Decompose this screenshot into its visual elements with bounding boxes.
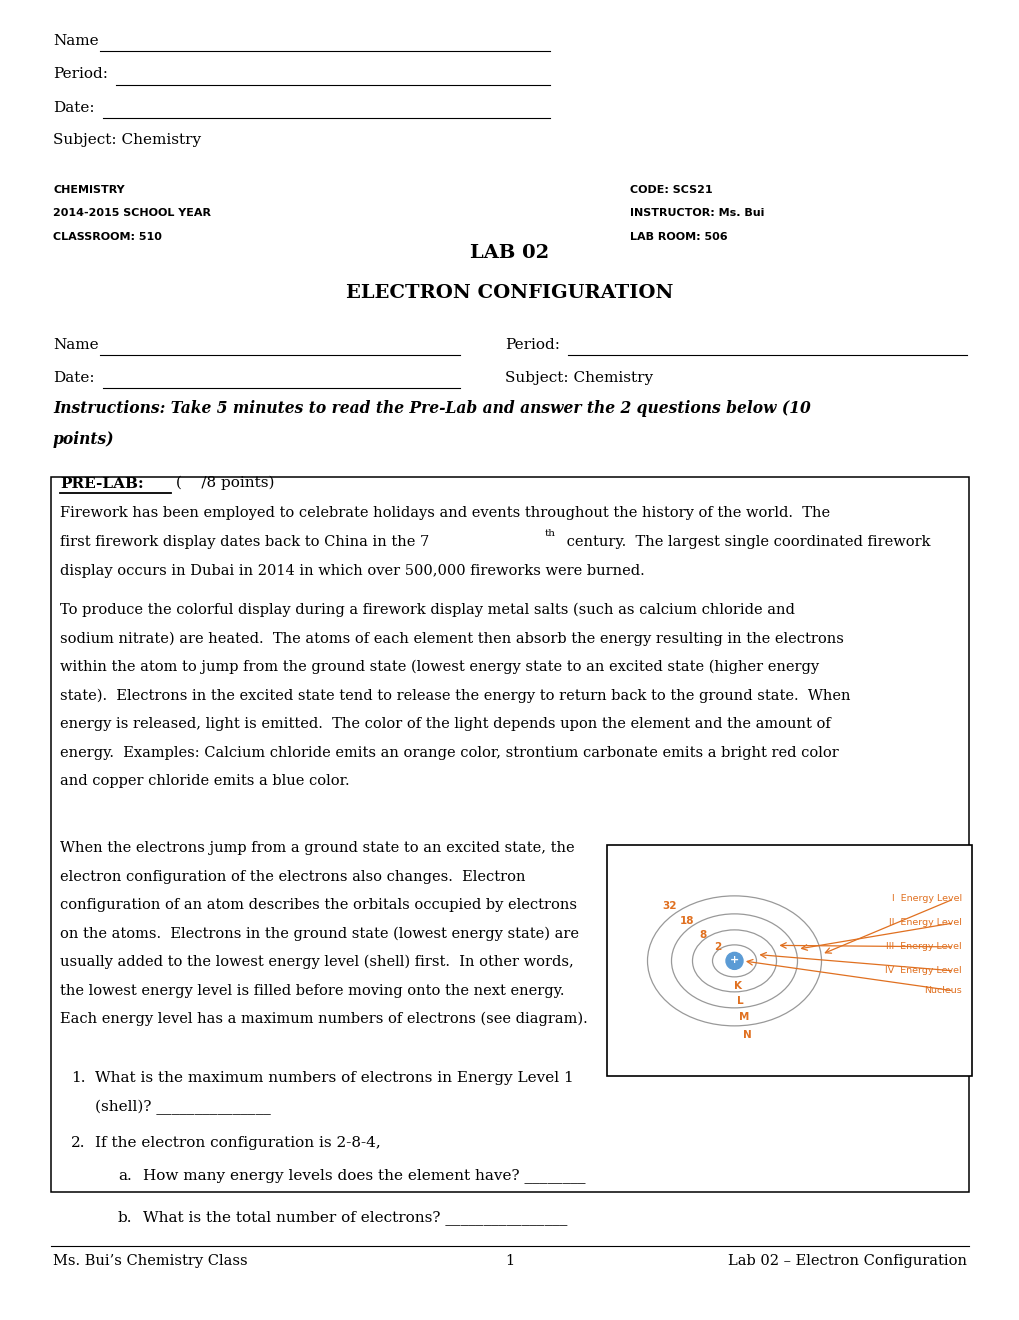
Text: Period:: Period:	[504, 338, 559, 352]
Text: Firework has been employed to celebrate holidays and events throughout the histo: Firework has been employed to celebrate …	[60, 507, 829, 520]
Text: What is the maximum numbers of electrons in Energy Level 1: What is the maximum numbers of electrons…	[95, 1071, 574, 1085]
Text: 2: 2	[713, 942, 720, 952]
Text: 2014-2015 SCHOOL YEAR: 2014-2015 SCHOOL YEAR	[53, 209, 211, 219]
Text: and copper chloride emits a blue color.: and copper chloride emits a blue color.	[60, 775, 350, 788]
Text: L: L	[737, 995, 744, 1006]
Text: Ms. Bui’s Chemistry Class: Ms. Bui’s Chemistry Class	[53, 1254, 248, 1269]
Text: state).  Electrons in the excited state tend to release the energy to return bac: state). Electrons in the excited state t…	[60, 689, 850, 704]
Text: sodium nitrate) are heated.  The atoms of each element then absorb the energy re: sodium nitrate) are heated. The atoms of…	[60, 631, 843, 645]
Text: K: K	[733, 981, 741, 991]
Text: When the electrons jump from a ground state to an excited state, the: When the electrons jump from a ground st…	[60, 841, 574, 855]
Text: Date:: Date:	[53, 102, 95, 115]
Text: energy is released, light is emitted.  The color of the light depends upon the e: energy is released, light is emitted. Th…	[60, 717, 829, 731]
Text: M: M	[738, 1012, 748, 1022]
Text: 1.: 1.	[71, 1071, 86, 1085]
Text: display occurs in Dubai in 2014 in which over 500,000 fireworks were burned.: display occurs in Dubai in 2014 in which…	[60, 564, 644, 578]
Circle shape	[726, 952, 742, 969]
Bar	[51, 477, 968, 1192]
Text: What is the total number of electrons? ________________: What is the total number of electrons? _…	[143, 1210, 567, 1225]
Text: within the atom to jump from the ground state (lowest energy state to an excited: within the atom to jump from the ground …	[60, 660, 818, 675]
Text: IV  Energy Level: IV Energy Level	[884, 966, 961, 975]
Text: Name: Name	[53, 34, 99, 48]
Text: LAB 02: LAB 02	[470, 244, 549, 261]
Text: ELECTRON CONFIGURATION: ELECTRON CONFIGURATION	[346, 284, 673, 302]
Text: 8: 8	[699, 929, 706, 940]
Text: Period:: Period:	[53, 67, 108, 82]
Text: Each energy level has a maximum numbers of electrons (see diagram).: Each energy level has a maximum numbers …	[60, 1012, 587, 1027]
Text: 18: 18	[680, 916, 694, 925]
Text: configuration of an atom describes the orbitals occupied by electrons: configuration of an atom describes the o…	[60, 899, 577, 912]
Text: energy.  Examples: Calcium chloride emits an orange color, strontium carbonate e: energy. Examples: Calcium chloride emits…	[60, 746, 838, 760]
Text: CLASSROOM: 510: CLASSROOM: 510	[53, 232, 162, 242]
Text: INSTRUCTOR: Ms. Bui: INSTRUCTOR: Ms. Bui	[630, 209, 763, 219]
Text: th: th	[544, 528, 554, 537]
Text: III  Energy Level: III Energy Level	[886, 942, 961, 952]
Text: century.  The largest single coordinated firework: century. The largest single coordinated …	[561, 535, 929, 549]
Text: a.: a.	[118, 1170, 131, 1183]
Text: the lowest energy level is filled before moving onto the next energy.: the lowest energy level is filled before…	[60, 983, 564, 998]
Text: N: N	[743, 1030, 751, 1040]
Text: 1: 1	[505, 1254, 514, 1269]
Text: Date:: Date:	[53, 371, 95, 385]
Text: on the atoms.  Electrons in the ground state (lowest energy state) are: on the atoms. Electrons in the ground st…	[60, 927, 579, 941]
Text: CHEMISTRY: CHEMISTRY	[53, 185, 124, 195]
Text: +: +	[730, 956, 739, 965]
Text: II  Energy Level: II Energy Level	[889, 919, 961, 928]
Text: PRE-LAB:: PRE-LAB:	[60, 477, 144, 491]
Text: (    /8 points): ( /8 points)	[171, 477, 274, 491]
Text: CODE: SCS21: CODE: SCS21	[630, 185, 712, 195]
Text: How many energy levels does the element have? ________: How many energy levels does the element …	[143, 1168, 585, 1183]
Text: b.: b.	[118, 1210, 132, 1225]
Text: Lab 02 – Electron Configuration: Lab 02 – Electron Configuration	[728, 1254, 966, 1269]
Text: usually added to the lowest energy level (shell) first.  In other words,: usually added to the lowest energy level…	[60, 954, 574, 969]
Text: I  Energy Level: I Energy Level	[891, 895, 961, 903]
Text: Name: Name	[53, 338, 99, 352]
Text: Instructions: Take 5 minutes to read the Pre-Lab and answer the 2 questions belo: Instructions: Take 5 minutes to read the…	[53, 400, 810, 417]
Text: points): points)	[53, 430, 114, 447]
Text: To produce the colorful display during a firework display metal salts (such as c: To produce the colorful display during a…	[60, 603, 794, 618]
Text: LAB ROOM: 506: LAB ROOM: 506	[630, 232, 727, 242]
Text: 2.: 2.	[71, 1137, 86, 1150]
Text: first firework display dates back to China in the 7: first firework display dates back to Chi…	[60, 535, 429, 549]
Text: Nucleus: Nucleus	[923, 986, 961, 995]
Text: Subject: Chemistry: Subject: Chemistry	[53, 133, 201, 147]
Text: electron configuration of the electrons also changes.  Electron: electron configuration of the electrons …	[60, 870, 525, 884]
Bar	[606, 845, 971, 1076]
Text: Subject: Chemistry: Subject: Chemistry	[504, 371, 652, 385]
Text: 32: 32	[661, 900, 676, 911]
Text: (shell)? _______________: (shell)? _______________	[95, 1100, 270, 1115]
Text: If the electron configuration is 2-8-4,: If the electron configuration is 2-8-4,	[95, 1137, 380, 1150]
